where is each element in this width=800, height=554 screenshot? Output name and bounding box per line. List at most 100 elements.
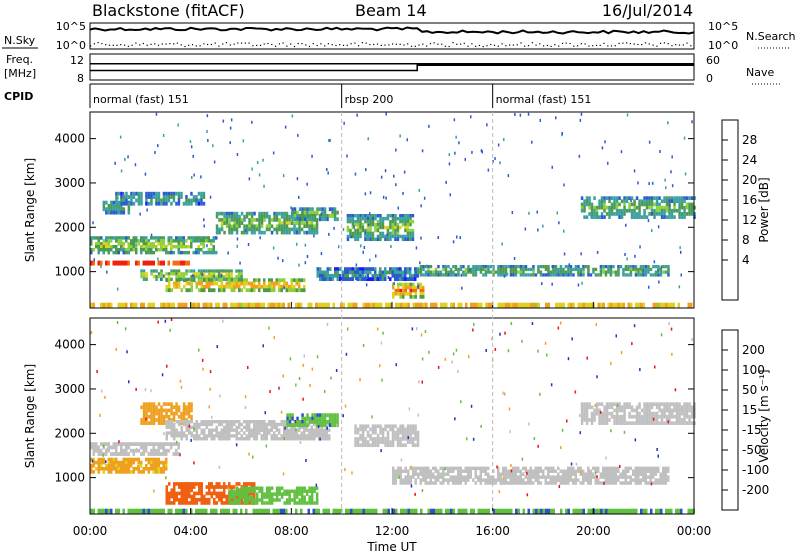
velocity-cell <box>222 319 224 323</box>
power-cell <box>155 195 158 199</box>
velocity-cell <box>117 470 120 474</box>
velocity-cell <box>172 418 176 422</box>
power-cell <box>255 227 259 232</box>
power-cell <box>190 302 193 308</box>
power-cell <box>175 260 178 266</box>
velocity-cell <box>517 481 520 485</box>
velocity-cell <box>366 433 370 438</box>
velocity-cell <box>609 469 612 473</box>
velocity-cell <box>290 437 293 441</box>
power-cell <box>105 207 108 212</box>
velocity-cell <box>683 418 686 422</box>
power-cell <box>197 302 200 308</box>
noise-search-dot <box>622 42 624 44</box>
power-cell <box>349 219 352 224</box>
power-cell <box>394 222 397 227</box>
velocity-cell <box>173 434 176 438</box>
power-cell <box>142 277 146 281</box>
velocity-cell <box>195 431 198 435</box>
power-cell <box>165 198 168 203</box>
power-cell <box>442 267 445 272</box>
power-cell <box>354 228 357 233</box>
velocity-cell <box>638 414 641 419</box>
velocity-cell <box>600 508 603 514</box>
power-cell <box>145 245 148 249</box>
velocity-cell <box>328 416 332 421</box>
power-cell <box>115 250 118 255</box>
velocity-cell <box>205 508 208 514</box>
power-cell <box>407 302 410 308</box>
velocity-cell <box>248 452 250 456</box>
power-cell <box>437 236 439 239</box>
velocity-cell <box>316 355 319 359</box>
power-cell <box>384 270 387 275</box>
velocity-cell <box>595 323 598 327</box>
velocity-cell <box>147 452 150 456</box>
velocity-cell <box>313 489 316 493</box>
noise-search-dot <box>456 43 458 45</box>
velocity-cell <box>122 470 125 474</box>
power-cell <box>683 196 686 200</box>
power-cell <box>397 282 400 287</box>
power-cell <box>115 248 118 252</box>
velocity-cell <box>608 402 611 406</box>
velocity-cell <box>462 508 465 514</box>
power-cell <box>135 242 137 246</box>
power-cell <box>628 202 631 207</box>
velocity-cell <box>288 413 292 418</box>
velocity-cell <box>439 481 442 485</box>
velocity-cell <box>145 405 148 410</box>
power-cell <box>137 195 141 199</box>
velocity-cell <box>115 452 118 456</box>
power-cell <box>364 234 367 239</box>
power-cell <box>303 221 306 225</box>
power-cell <box>285 211 289 216</box>
velocity-cell <box>215 425 218 430</box>
power-cell <box>653 260 656 264</box>
velocity-cell <box>421 489 424 492</box>
velocity-cell <box>223 428 226 432</box>
power-cell <box>135 245 138 249</box>
velocity-cell <box>245 495 249 499</box>
noise-search-dot <box>278 43 280 45</box>
velocity-cell <box>300 437 303 441</box>
power-cell <box>351 216 355 221</box>
colorbar-tick-label: 16 <box>742 193 757 207</box>
power-cell <box>404 216 407 221</box>
power-cell <box>635 205 639 210</box>
power-cell <box>165 302 168 308</box>
velocity-cell <box>603 411 606 416</box>
power-cell <box>240 272 243 276</box>
velocity-cell <box>690 408 694 413</box>
velocity-cell <box>305 437 308 441</box>
power-cell <box>468 268 471 272</box>
power-cell <box>182 272 186 276</box>
velocity-cell <box>127 463 130 468</box>
velocity-cell <box>464 481 467 485</box>
velocity-cell <box>168 501 171 505</box>
velocity-cell <box>675 418 679 422</box>
power-cell <box>218 211 221 216</box>
power-cell <box>225 218 229 222</box>
power-cell <box>426 264 428 268</box>
velocity-cell <box>228 498 231 502</box>
power-cell <box>115 239 118 243</box>
power-cell <box>667 302 670 308</box>
velocity-cell <box>205 485 208 489</box>
power-cell <box>374 216 377 221</box>
power-cell <box>384 267 387 272</box>
velocity-cell <box>321 423 324 428</box>
velocity-cell <box>654 365 656 369</box>
power-cell <box>680 202 684 207</box>
velocity-cell <box>662 481 665 485</box>
power-cell <box>369 212 371 216</box>
velocity-cell <box>625 402 629 406</box>
power-cell <box>336 210 339 215</box>
velocity-cell <box>514 481 517 485</box>
power-cell <box>157 242 160 246</box>
power-cell <box>590 208 594 213</box>
velocity-cell <box>485 508 488 514</box>
velocity-cell <box>354 430 357 435</box>
velocity-cell <box>187 414 191 419</box>
power-cell <box>180 260 183 266</box>
